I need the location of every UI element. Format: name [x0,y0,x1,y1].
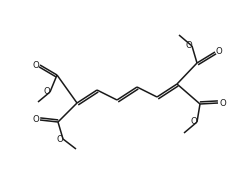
Text: O: O [56,134,63,143]
Text: O: O [32,115,39,124]
Text: O: O [216,47,223,56]
Text: O: O [190,117,197,126]
Text: O: O [185,41,192,50]
Text: O: O [32,61,39,70]
Text: O: O [43,88,50,97]
Text: O: O [219,98,226,107]
